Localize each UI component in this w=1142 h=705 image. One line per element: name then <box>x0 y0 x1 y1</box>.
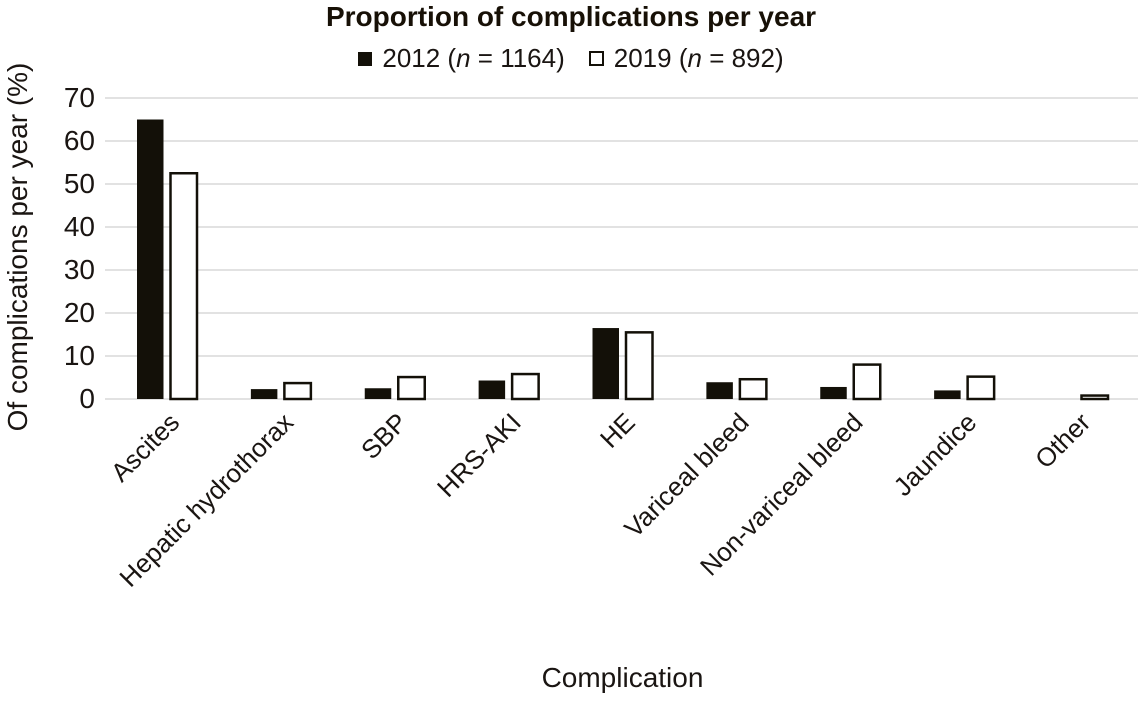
y-tick-label: 40 <box>64 211 95 242</box>
y-tick-label: 30 <box>64 254 95 285</box>
bar-2019-other <box>1080 394 1110 401</box>
bar-2012-he <box>592 328 619 399</box>
x-category-label: HRS-AKI <box>431 407 527 503</box>
bar-2012-sbp <box>364 388 392 399</box>
x-axis-title: Complication <box>541 662 704 693</box>
y-tick-label: 60 <box>64 125 95 156</box>
y-tick-label: 0 <box>79 383 95 414</box>
bar-2012-ascites <box>137 119 164 399</box>
bar-2012-variceal-bleed <box>706 382 733 399</box>
y-tick-label: 50 <box>64 168 95 199</box>
bar-2012-jaundice <box>934 390 961 399</box>
legend-item-2012: 2012 (n = 1164) <box>358 43 565 74</box>
bar-2019-jaundice <box>966 375 996 401</box>
bar-2012-hepatic-hydrothorax <box>250 389 278 399</box>
x-category-label: Ascites <box>105 407 185 487</box>
legend-swatch-filled-square-icon <box>358 51 373 66</box>
x-category-label: Jaundice <box>888 407 983 502</box>
legend: 2012 (n = 1164) 2019 (n = 892) <box>0 43 1142 74</box>
x-category-label: Other <box>1029 407 1096 474</box>
bar-2019-he <box>624 331 654 401</box>
bar-2019-variceal-bleed <box>738 377 768 401</box>
bar-2019-sbp <box>397 375 426 401</box>
legend-item-2019: 2019 (n = 892) <box>588 43 784 74</box>
y-tick-label: 70 <box>64 82 95 113</box>
legend-swatch-outlined-square-icon <box>588 51 604 66</box>
y-tick-label: 20 <box>64 297 95 328</box>
bar-2019-hepatic-hydrothorax <box>283 381 313 401</box>
n-italic: n <box>687 43 702 73</box>
legend-label-2012: 2012 (n = 1164) <box>382 43 565 73</box>
bar-2019-ascites <box>169 172 199 401</box>
x-category-label: HE <box>594 407 641 454</box>
bar-2012-non-variceal-bleed <box>820 386 847 399</box>
x-category-label: SBP <box>355 407 413 465</box>
y-tick-label: 10 <box>64 340 95 371</box>
n-italic: n <box>456 43 471 73</box>
chart-title: Proportion of complications per year <box>325 1 817 32</box>
bar-2019-non-variceal-bleed <box>852 363 882 401</box>
legend-label-2019: 2019 (n = 892) <box>613 43 784 73</box>
bar-2019-hrs-aki <box>510 372 540 401</box>
bar-2012-hrs-aki <box>478 380 506 399</box>
